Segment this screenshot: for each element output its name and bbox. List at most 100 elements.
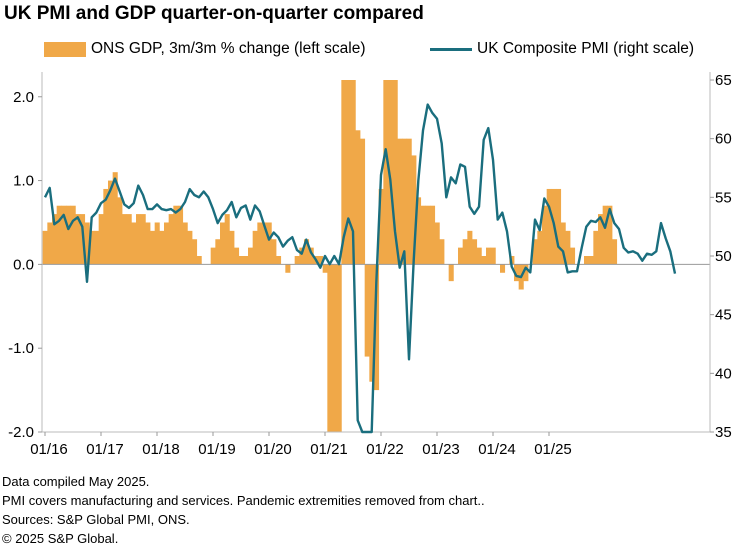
pmi-series-line — [43, 103, 677, 434]
gdp-bar — [546, 188, 552, 265]
right-axis-ticks: 65 60 55 50 45 40 35 — [710, 72, 732, 441]
gdp-bar — [500, 264, 506, 273]
gdp-bar — [374, 264, 380, 391]
x-axis-ticks: 01/16 01/17 01/18 01/19 01/20 01/21 01/22 01/23… — [30, 432, 572, 458]
gdp-bar — [224, 214, 230, 265]
gdp-bar — [425, 205, 431, 265]
gdp-bar — [257, 222, 263, 265]
gdp-bar — [593, 230, 599, 265]
gdp-bar — [411, 155, 417, 265]
left-tick-label: 1.0 — [13, 173, 34, 190]
gdp-bar — [364, 264, 370, 357]
gdp-bar — [420, 205, 426, 265]
gdp-bar — [238, 256, 244, 265]
x-tick-label: 01/22 — [366, 441, 404, 458]
gdp-bar — [332, 264, 338, 432]
gdp-bar — [248, 247, 254, 265]
gdp-bar — [458, 247, 464, 265]
gdp-bar — [570, 247, 576, 265]
gdp-bar — [192, 239, 198, 265]
gdp-bar — [486, 247, 492, 265]
gdp-bar — [154, 222, 160, 265]
gdp-bar — [560, 222, 566, 265]
gdp-bar — [66, 205, 72, 265]
gdp-bar — [350, 80, 356, 265]
gdp-bar — [612, 239, 618, 265]
gdp-bar — [523, 264, 529, 282]
right-tick-label: 45 — [715, 307, 732, 324]
gdp-bar — [75, 214, 81, 265]
gdp-bar — [56, 205, 62, 265]
gdp-bar — [145, 222, 151, 265]
gdp-bar — [304, 239, 310, 265]
gdp-bar — [103, 188, 109, 265]
gdp-bar — [416, 197, 422, 265]
gdp-bar — [439, 239, 445, 265]
gdp-bar — [607, 205, 613, 265]
gdp-bar — [565, 230, 571, 265]
gdp-bar — [196, 256, 202, 265]
gdp-bar — [383, 80, 389, 265]
gdp-bar — [598, 214, 604, 265]
legend-swatch-gdp — [44, 41, 86, 57]
right-tick-label: 55 — [715, 189, 732, 206]
left-tick-label: 2.0 — [13, 89, 34, 106]
gdp-bar — [271, 239, 277, 265]
note-copyright: © 2025 S&P Global. — [2, 531, 119, 546]
gdp-bar — [210, 247, 216, 265]
gdp-bar — [70, 205, 76, 265]
x-tick-label: 01/25 — [534, 441, 572, 458]
gdp-bars — [42, 80, 618, 432]
gdp-bar — [448, 264, 454, 282]
x-tick-label: 01/23 — [422, 441, 460, 458]
gdp-bar — [140, 214, 146, 265]
gdp-bar — [159, 230, 165, 265]
gdp-bar — [173, 205, 179, 265]
gdp-bar — [229, 230, 235, 265]
gdp-bar — [434, 222, 440, 265]
right-tick-label: 40 — [715, 365, 732, 382]
gdp-bar — [327, 264, 333, 432]
gdp-bar — [388, 80, 394, 265]
gdp-bar — [360, 138, 366, 265]
gdp-bar — [182, 222, 188, 265]
right-tick-label: 50 — [715, 248, 732, 265]
gdp-bar — [61, 205, 67, 265]
footnotes: Data compiled May 2025. PMI covers manuf… — [2, 472, 485, 548]
gdp-bar — [98, 214, 104, 265]
gdp-bar — [341, 80, 347, 265]
gdp-bar — [537, 230, 543, 265]
chart-title: UK PMI and GDP quarter-on-quarter compar… — [4, 3, 424, 24]
right-tick-label: 65 — [715, 72, 732, 89]
note-sources: Sources: S&P Global PMI, ONS. — [2, 512, 190, 527]
left-axis-ticks: 2.0 1.0 0.0 -1.0 -2.0 — [8, 89, 42, 441]
gdp-bar — [252, 230, 258, 265]
x-tick-label: 01/17 — [86, 441, 124, 458]
note-coverage: PMI covers manufacturing and services. P… — [2, 493, 485, 508]
gdp-bar — [602, 205, 608, 265]
gdp-bar — [285, 264, 291, 273]
gdp-bar — [322, 264, 328, 273]
gdp-bar — [122, 214, 128, 265]
gdp-bar — [514, 264, 520, 282]
gdp-bar — [369, 264, 375, 382]
gdp-bar — [84, 222, 90, 265]
gdp-bar — [42, 230, 48, 265]
x-tick-label: 01/16 — [30, 441, 68, 458]
gdp-bar — [294, 256, 300, 265]
gdp-bar — [472, 239, 478, 265]
gdp-bar — [94, 230, 100, 265]
gdp-bar — [178, 205, 184, 265]
x-tick-label: 01/19 — [198, 441, 236, 458]
x-tick-label: 01/18 — [142, 441, 180, 458]
legend-item-pmi: UK Composite PMI (right scale) — [430, 40, 694, 58]
left-tick-label: -2.0 — [8, 424, 34, 441]
gdp-bar — [336, 264, 342, 432]
gdp-bar — [234, 247, 240, 265]
gdp-bar — [168, 214, 174, 265]
gdp-bar — [47, 222, 53, 265]
x-tick-label: 01/20 — [254, 441, 292, 458]
gdp-bar — [481, 256, 487, 265]
gdp-bar — [402, 138, 408, 265]
